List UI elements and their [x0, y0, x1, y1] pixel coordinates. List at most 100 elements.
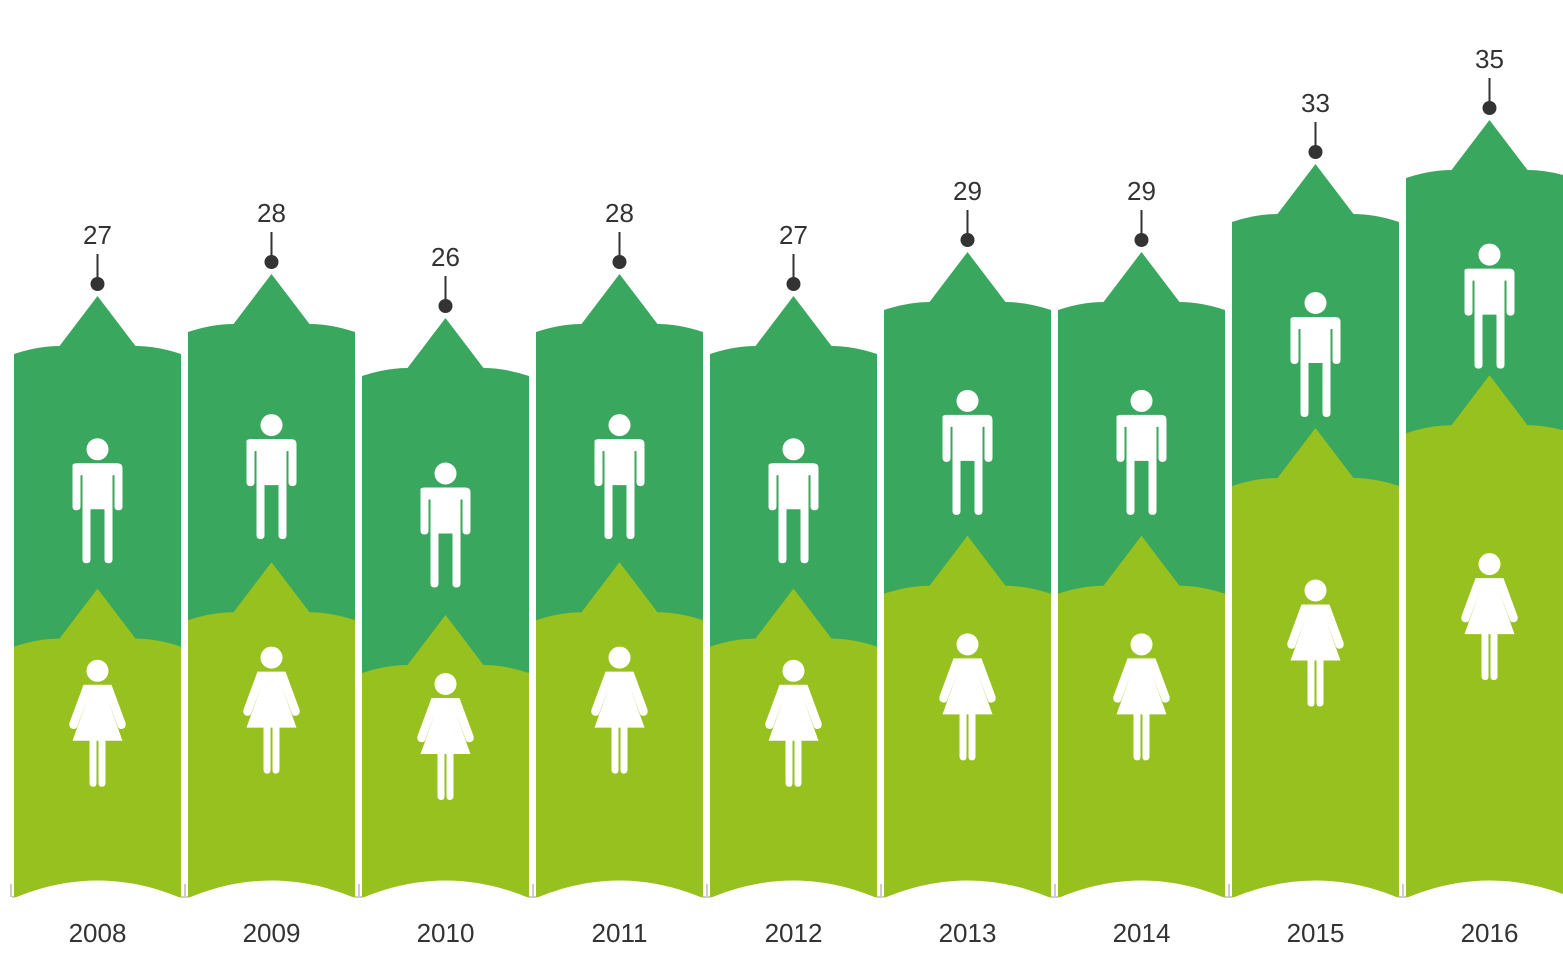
icon-body: [246, 439, 297, 540]
icon-head: [86, 659, 109, 682]
column-foot: [362, 880, 529, 898]
icon-head: [956, 389, 979, 412]
man-icon: [942, 389, 993, 515]
icon-body: [1116, 414, 1167, 515]
column-foot: [1406, 880, 1563, 898]
column-lower: [1232, 428, 1399, 897]
x-tick-label: 2011: [592, 918, 648, 948]
icon-head: [260, 414, 283, 437]
icon-head: [608, 646, 631, 669]
column-foot: [1058, 880, 1225, 898]
woman-icon: [1287, 579, 1344, 707]
woman-icon: [591, 646, 648, 774]
total-label: 29: [953, 176, 982, 206]
woman-icon: [69, 659, 126, 787]
column-lower: [536, 562, 703, 897]
man-icon: [1464, 243, 1515, 369]
column-foot: [188, 880, 355, 898]
man-icon: [1290, 292, 1341, 417]
x-tick-label: 2014: [1113, 918, 1171, 948]
total-label: 28: [257, 198, 286, 228]
total-label: 29: [1127, 176, 1156, 206]
total-label: 28: [605, 198, 634, 228]
total-dot: [612, 255, 627, 269]
x-tick-label: 2010: [417, 918, 475, 948]
woman-icon: [1461, 553, 1518, 681]
icon-head: [1304, 579, 1327, 602]
icon-head: [86, 438, 109, 461]
column-foot: [1232, 880, 1399, 898]
icon-body: [69, 684, 126, 787]
total-dot: [1134, 233, 1149, 247]
total-dot: [1482, 101, 1497, 115]
man-icon: [1116, 389, 1167, 515]
icon-body: [243, 671, 300, 774]
x-tick-label: 2015: [1287, 918, 1345, 948]
icon-body: [939, 658, 996, 761]
total-label: 27: [779, 220, 808, 250]
icon-body: [591, 671, 648, 774]
icon-head: [260, 646, 283, 669]
icon-head: [782, 438, 805, 461]
total-dot: [786, 277, 801, 291]
total-label: 33: [1301, 88, 1330, 118]
woman-icon: [417, 673, 474, 800]
total-dot: [1308, 145, 1323, 159]
man-icon: [768, 438, 819, 564]
icon-head: [434, 462, 457, 485]
total-label: 26: [431, 242, 460, 272]
icon-body: [594, 439, 645, 540]
man-icon: [594, 414, 645, 540]
column-lower: [884, 535, 1051, 897]
column-foot: [710, 880, 877, 898]
x-tick-label: 2008: [69, 918, 127, 948]
total-label: 27: [83, 220, 112, 250]
woman-icon: [1113, 633, 1170, 761]
icon-body: [417, 698, 474, 800]
column-foot: [14, 880, 181, 898]
total-dot: [264, 255, 279, 269]
man-icon: [420, 462, 471, 588]
icon-body: [1461, 578, 1518, 681]
x-tick-label: 2009: [243, 918, 301, 948]
column-lower: [710, 588, 877, 897]
total-dot: [960, 233, 975, 247]
icon-body: [1290, 317, 1341, 417]
column-lower: [362, 615, 529, 897]
x-tick-label: 2016: [1461, 918, 1519, 948]
column-lower: [188, 562, 355, 897]
icon-head: [434, 673, 457, 695]
column-foot: [536, 880, 703, 898]
column-lower: [14, 588, 181, 897]
icon-body: [1113, 658, 1170, 761]
icon-head: [1130, 389, 1153, 412]
x-tick-label: 2013: [939, 918, 997, 948]
total-label: 35: [1475, 44, 1504, 74]
woman-icon: [765, 659, 822, 787]
icon-body: [420, 487, 471, 588]
icon-body: [1464, 268, 1515, 369]
icon-head: [782, 659, 805, 682]
icon-head: [1304, 292, 1327, 314]
column-foot: [884, 880, 1051, 898]
icon-body: [942, 414, 993, 515]
icon-body: [1287, 604, 1344, 707]
icon-body: [768, 463, 819, 564]
total-dot: [90, 277, 105, 291]
woman-icon: [939, 633, 996, 761]
icon-body: [72, 463, 123, 564]
woman-icon: [243, 646, 300, 774]
man-icon: [72, 438, 123, 564]
icon-head: [1130, 633, 1153, 656]
man-icon: [246, 414, 297, 540]
icon-head: [1478, 243, 1501, 266]
icon-head: [608, 414, 631, 437]
icon-head: [956, 633, 979, 656]
column-lower: [1058, 535, 1225, 897]
total-dot: [438, 299, 453, 313]
x-tick-label: 2012: [765, 918, 823, 948]
icon-head: [1478, 553, 1501, 576]
icon-body: [765, 684, 822, 787]
